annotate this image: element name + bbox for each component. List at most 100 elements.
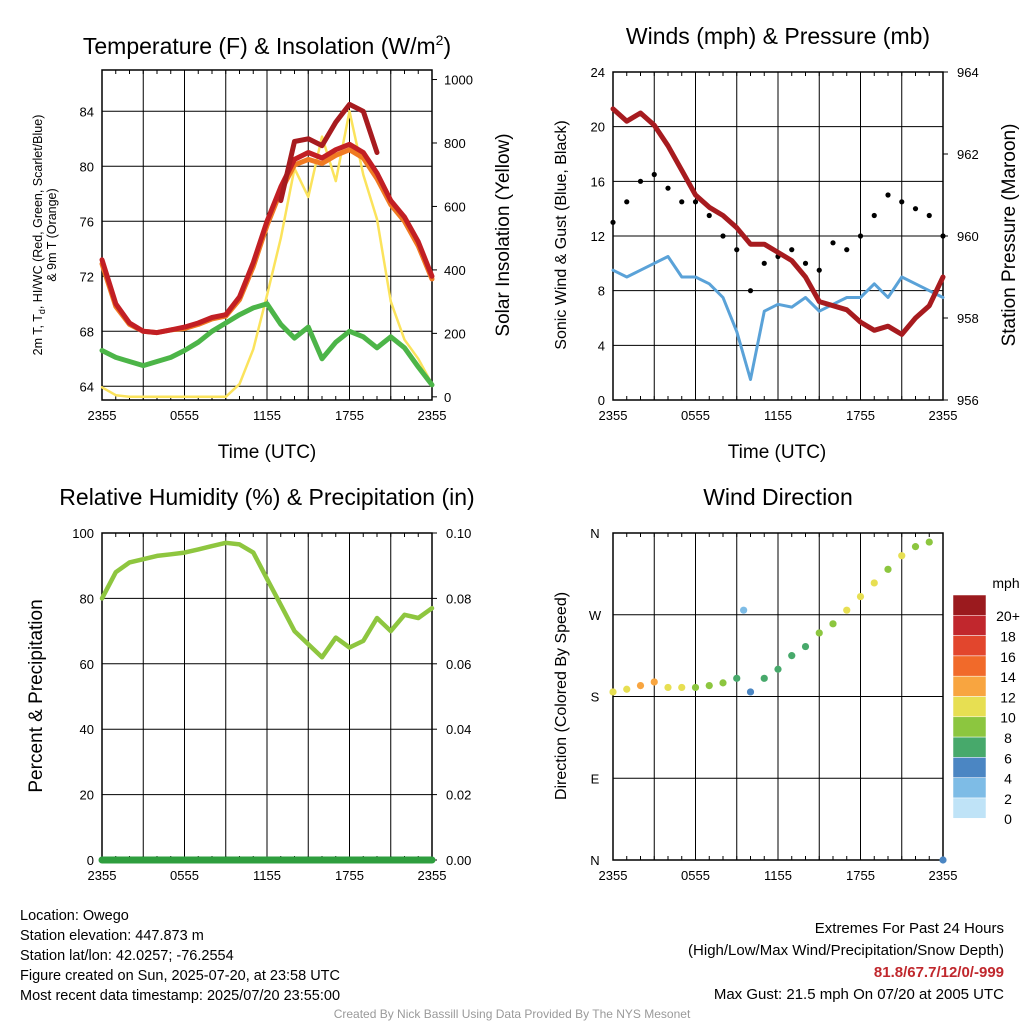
winds-xtick-label: 1155 (764, 408, 792, 423)
pressure-ytick-label: 958 (957, 311, 979, 326)
rh-title: Relative Humidity (%) & Precipitation (i… (59, 484, 474, 510)
gust-point (844, 247, 850, 253)
speed-legend-label: 4 (1004, 771, 1012, 787)
speed-legend-label: 16 (1000, 649, 1016, 665)
insolation-ytick-label: 800 (444, 136, 466, 151)
extremes-subtitle: (High/Low/Max Wind/Precipitation/Snow De… (688, 942, 1004, 959)
temp-series-hi-wc (278, 101, 380, 204)
gust-point (885, 192, 891, 198)
insolation-line (100, 110, 434, 399)
pressure-ytick-label: 964 (957, 65, 979, 80)
winds-xtick-label: 1755 (846, 408, 875, 423)
gust-point (734, 247, 740, 253)
gust-point (830, 240, 836, 246)
speed-legend-label: 14 (1000, 669, 1016, 685)
temp-series-td (99, 301, 435, 388)
insolation-ytick-label: 600 (444, 199, 466, 214)
temp-ytick-label: 64 (80, 379, 94, 394)
direction-point (733, 674, 741, 682)
speed-legend-swatch (952, 757, 987, 778)
winds-ytick-label: 12 (591, 229, 605, 244)
direction-point (678, 683, 686, 692)
pressure-line (610, 106, 946, 337)
winds-xtick-label: 2355 (929, 408, 958, 423)
direction-point (691, 683, 700, 692)
direction-point (815, 629, 823, 637)
wdir-xtick-label: 1755 (846, 868, 875, 883)
pressure-ytick-label: 962 (957, 147, 979, 162)
gust-point (926, 212, 932, 219)
wdir-ytick-label: E (591, 771, 600, 786)
speed-legend-swatch (952, 615, 987, 636)
direction-point (740, 606, 748, 614)
credit-line: Created By Nick Bassill Using Data Provi… (333, 1007, 691, 1021)
rh-xtick-label: 1155 (253, 868, 281, 883)
insolation-ylabel: Solar Insolation (Yellow) (493, 133, 514, 336)
recent-timestamp: Most recent data timestamp: 2025/07/20 2… (20, 988, 341, 1004)
wdir-xtick-label: 2355 (599, 868, 628, 883)
temp-ytick-label: 84 (80, 104, 94, 119)
direction-point (788, 652, 796, 660)
gust-point (816, 267, 822, 273)
winds-ytick-label: 20 (591, 120, 605, 135)
station-elevation: Station elevation: 447.873 m (20, 928, 204, 944)
gust-point (720, 233, 726, 239)
rh-xtick-label: 0555 (170, 868, 199, 883)
speed-legend-swatch (952, 655, 987, 677)
direction-point (623, 685, 631, 693)
gust-point (679, 199, 685, 205)
speed-legend-swatch (952, 797, 987, 819)
temp-ylabel: 2m T, Td, HI/WC (Red, Green, Scarlet/Blu… (31, 115, 47, 356)
temp-series-2m-t (99, 141, 435, 336)
gust-point (692, 199, 699, 205)
direction-point (925, 538, 933, 546)
direction-point (609, 688, 617, 696)
gust-point (871, 212, 877, 219)
wdir-xtick-label: 1155 (764, 868, 792, 883)
direction-point (719, 679, 727, 687)
rh-ytick-label: 40 (80, 722, 94, 737)
wdir-ytick-label: N (590, 853, 599, 868)
gust-point (706, 212, 712, 219)
precip-ytick-label: 0.00 (446, 853, 471, 868)
gust-point (857, 233, 864, 239)
gust-point (651, 171, 657, 178)
winds-ylabel: Sonic Wind & Gust (Blue, Black) (553, 120, 570, 349)
temp-ytick-label: 80 (80, 159, 94, 174)
insolation-ytick-label: 200 (444, 326, 466, 341)
station-info: Location: Owego Station elevation: 447.8… (20, 906, 340, 1006)
winds-xtick-label: 0555 (681, 408, 710, 423)
rh-xtick-label: 1755 (335, 868, 364, 883)
speed-legend-label: 2 (1004, 791, 1012, 807)
direction-point (705, 682, 713, 690)
pressure-ytick-label: 956 (957, 393, 979, 408)
winds-title: Winds (mph) & Pressure (mb) (626, 23, 930, 49)
temp-xlabel: Time (UTC) (218, 442, 317, 463)
humidity-line (99, 540, 435, 660)
speed-legend-swatch (952, 696, 987, 718)
wdir-ytick-label: S (591, 690, 600, 705)
gust-point (624, 199, 630, 205)
extremes-title: Extremes For Past 24 Hours (814, 920, 1004, 937)
gust-point (899, 199, 905, 205)
winds-xlabel: Time (UTC) (728, 442, 827, 463)
wdir-xtick-label: 2355 (929, 868, 958, 883)
precip-ytick-label: 0.02 (446, 788, 471, 803)
figure-created: Figure created on Sun, 2025-07-20, at 23… (20, 968, 340, 984)
direction-point (650, 678, 658, 686)
speed-legend-title: mph (992, 575, 1019, 591)
winds-ytick-label: 16 (591, 174, 605, 189)
rh-xtick-label: 2355 (88, 868, 117, 883)
speed-legend-label: 0 (1004, 811, 1012, 827)
direction-point (774, 665, 782, 673)
gust-point (747, 288, 754, 294)
direction-point (898, 552, 906, 560)
speed-legend-swatch (952, 777, 987, 799)
speed-legend-swatch (952, 716, 987, 738)
direction-point (843, 606, 851, 614)
speed-legend-label: 10 (1000, 710, 1016, 726)
rh-ytick-label: 60 (80, 657, 94, 672)
speed-legend-swatch (952, 736, 987, 758)
winds-ytick-label: 4 (598, 338, 605, 353)
direction-point (636, 682, 645, 690)
